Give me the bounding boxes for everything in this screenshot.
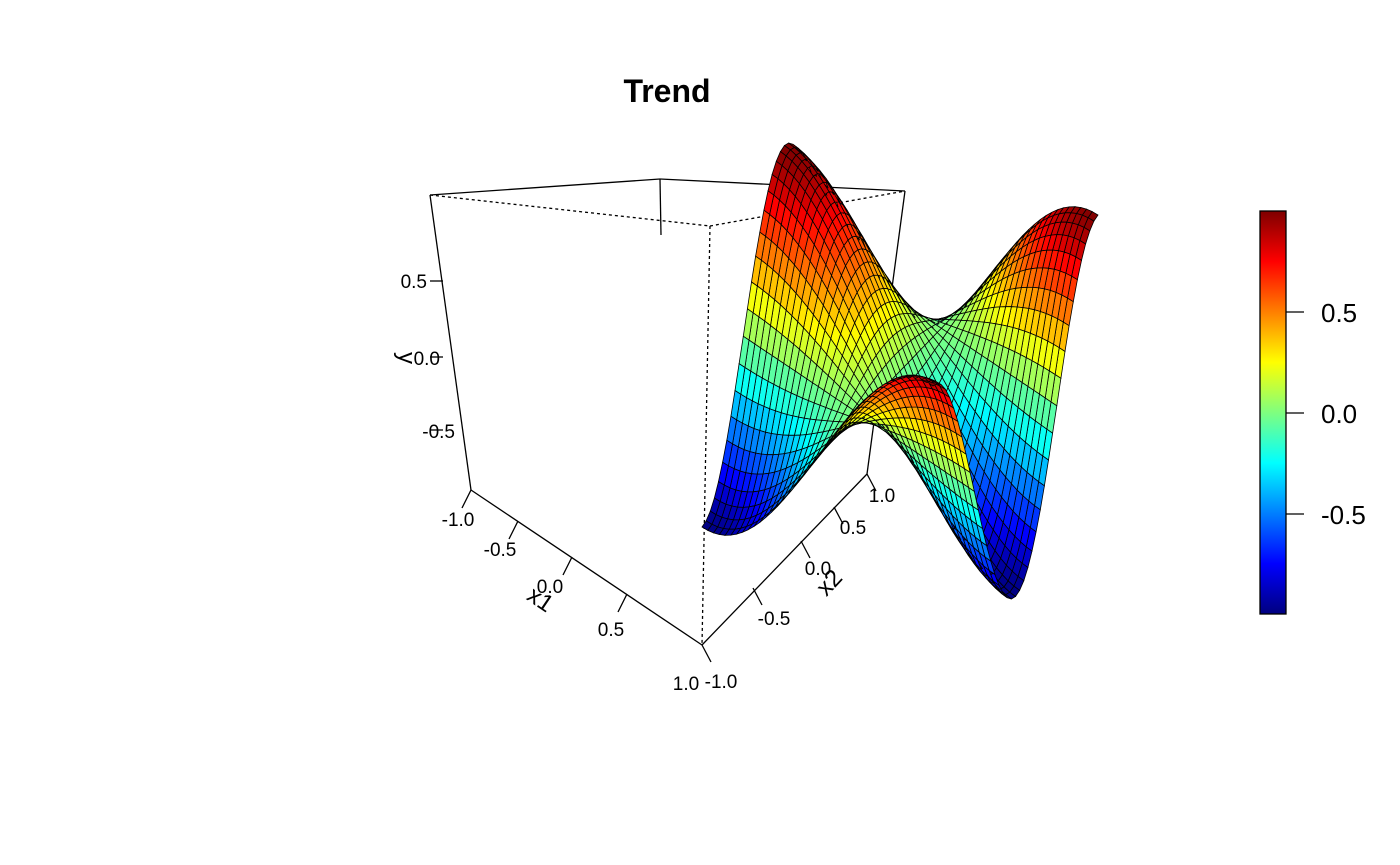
x2-tick-mark	[800, 540, 811, 559]
colorbar	[1259, 210, 1287, 615]
colorbar-ticks	[1286, 311, 1304, 515]
x1-tick-label: 0.0	[537, 577, 563, 598]
y-tick-label: 0.0	[414, 349, 440, 370]
x2-axis	[701, 473, 877, 663]
x1-tick-mark	[562, 556, 573, 576]
x1-tick-label: 0.5	[598, 620, 624, 641]
x2-tick-mark	[752, 587, 763, 606]
x2-tick-label: 1.0	[869, 486, 895, 507]
x2-tick-label: -0.5	[758, 609, 791, 630]
x2-tick-label: 0.0	[805, 559, 831, 580]
x1-tick-mark	[617, 593, 628, 613]
x1-tick-mark	[508, 520, 519, 540]
y-tick-label: -0.5	[422, 422, 455, 443]
plot-box-hidden	[429, 190, 906, 646]
colorbar-tick-label: 0.5	[1321, 298, 1357, 328]
x1-tick-mark	[461, 489, 472, 509]
x1-tick-label: -1.0	[442, 510, 475, 531]
y-axis	[430, 280, 443, 431]
y-tick-label: 0.5	[401, 272, 427, 293]
x2-tick-mark	[701, 644, 712, 663]
surface-facet	[701, 520, 713, 531]
x2-tick-mark	[866, 473, 877, 492]
colorbar-tick-label: 0.0	[1321, 399, 1357, 429]
colorbar-tick-label: -0.5	[1321, 500, 1366, 530]
chart-title: Trend	[623, 73, 710, 109]
x1-tick-label: 1.0	[673, 674, 699, 695]
surface-mesh	[701, 142, 1099, 600]
x1-axis	[461, 489, 628, 613]
x1-tick-label: -0.5	[484, 540, 517, 561]
y-axis-label: y	[393, 352, 420, 364]
x2-tick-label: -1.0	[705, 672, 738, 693]
x2-tick-label: 0.5	[840, 518, 866, 539]
x2-tick-mark	[833, 506, 844, 525]
